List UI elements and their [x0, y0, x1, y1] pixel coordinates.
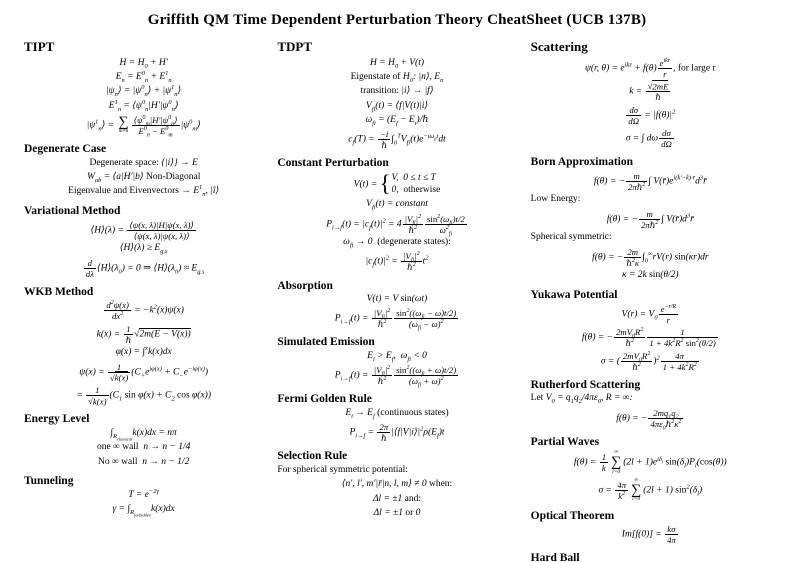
formula-line: |ψn⟩ = |ψ0n⟩ + |ψ1n⟩ — [106, 84, 182, 99]
column-header-tdpt: TDPT — [277, 39, 312, 54]
formula-line: transition: |i⟩ → |f⟩ — [360, 86, 434, 97]
formula-line: H = H0 + V(t) — [369, 57, 425, 70]
section-heading: Tunneling — [24, 475, 74, 488]
section-heading: Degenerate Case — [24, 143, 107, 156]
formula-line: f(θ) = −2mV0R2 ℏ2 1 1 + 4k2R2 sin2(θ/2) — [581, 327, 718, 349]
formula-line: f(θ) = −2m ℏ2κ ∫0∞rV(r) sin(κr)dr — [592, 246, 709, 268]
section-heading: Absorption — [277, 279, 333, 292]
formula-line: Pi→f = 2π ℏ |⟨f|V|i⟩|2ρ(Ef)t — [349, 422, 445, 444]
formula-line: ψ(x) = 1 √k(x) (C+eiφ(x) + C−e−iφ(x)) — [79, 361, 209, 383]
formula-line: f(θ) = 1 k ∞ ∑ l=0 (2l + 1)eiδl sin(δl)Pl(cos… — [573, 449, 727, 475]
formula-line: En = E0n + E1n — [115, 69, 172, 84]
formula-line: Vfi(t) = constant — [366, 199, 428, 212]
formula-line: Im[f(0)] = kσ 4π — [621, 524, 678, 546]
formula-line: |ψ1n⟩ = ∑ m≠n ⟨ψ0m|H′|ψ0n⟩ E0n − E0m |ψ0m⟩ — [86, 113, 201, 139]
column-header-tipt: TIPT — [24, 39, 55, 54]
section-heading: WKB Method — [24, 285, 94, 298]
formula-line: |cf(t)|2 = |Vfi|2 ℏ2 t2 — [365, 251, 429, 273]
columns-container: TIPT H = H0 + H′ En = E0n + E1n |ψn⟩ = |ψ0… — [0, 33, 794, 562]
section-heading: Hard Ball — [530, 552, 580, 562]
formula-line: ⟨n′, l′, m′|r̄|n, l, m⟩ ≠ 0 when: — [341, 479, 453, 490]
section-heading: Born Approximation — [530, 156, 634, 169]
section-heading: Variational Method — [24, 205, 121, 218]
section-heading: Rutherford Scattering — [530, 378, 641, 391]
formula-line: Vfi(t) = ⟨f|V(t)|i⟩ — [365, 100, 429, 113]
formula-line: dσ dΩ = |f(θ)|2 — [626, 104, 676, 126]
formula-line: γ = ∫Rforbiddenk(x)dx — [112, 504, 175, 518]
formula-line: Degenerate space: {|i⟩} → E — [89, 157, 198, 168]
formula-line: σ = ∫ dω dσ dΩ — [625, 128, 674, 150]
formula-line: No ∞ wall n → n − 1/2 — [98, 456, 190, 467]
page-title: Griffith QM Time Dependent Perturbation … — [147, 12, 647, 28]
formula-line: ⟨H⟩(λ) = ⟨ψ(x, λ)|H|ψ(x, λ)⟩ ⟨ψ(x, λ)|ψ(x… — [90, 219, 196, 241]
formula-line: T = e−2γ — [128, 487, 159, 500]
formula-line: Pi→f(t) = |cf(t)|2 = 4 |Vfi|2 ℏ2 sin2(ωfi)t… — [326, 213, 467, 238]
formula-line: Let V0 = q1q2/4πε0, R = ∞: — [530, 393, 633, 406]
section-heading: Energy Level — [24, 413, 90, 426]
formula-line: Spherical symmetric: — [530, 232, 612, 243]
formula-line: ⟨H⟩(λ) ≥ Eg.s — [119, 243, 168, 256]
column-header-scattering: Scattering — [530, 39, 588, 54]
formula-line: Eigenvalue and Eivenvectors → E1n, |î⟩ — [68, 184, 220, 199]
formula-line: ψ(r, θ) = eikz + f(θ) eikr r, for large r — [584, 57, 716, 79]
section-heading: Yukawa Potential — [530, 289, 618, 302]
section-heading: Fermi Golden Rule — [277, 393, 372, 406]
section-heading: Constant Perturbation — [277, 157, 389, 170]
formula-line: f(θ) = − m 2πℏ2 ∫ V(r̄)d3r̄ — [606, 208, 694, 230]
formula-line: d dλ ⟨H⟩(λ0) = 0 ⇒ ⟨H⟩(λ0) ≈ Eg.s — [83, 257, 205, 279]
column-tipt-sections: H = H0 + H′ En = E0n + E1n |ψn⟩ = |ψ0n⟩ + … — [24, 57, 263, 518]
formula-line: Eigenstate of H0: |n⟩, En — [350, 71, 444, 84]
formula-line: ωfi = (Ef − Ei)/ℏ — [365, 115, 429, 127]
formula-line: f(θ) = −2mq1q2 4πε0ℏ2κ2 — [616, 407, 684, 432]
formula-line: k(x) = 1 ℏ √2m(E − V(x)) — [96, 323, 191, 345]
formula-line: σ = 4π k2 ∞ ∑ l=0 (2l + 1) sin2(δl) — [598, 476, 703, 503]
formula-line: Pi→f(t) = |Vfi|2 ℏ2 sin2((ωfi − ω)t/2) (ωfi… — [334, 308, 459, 333]
section-heading: Optical Theorem — [530, 509, 615, 522]
column-tdpt-sections: H = H0 + V(t) Eigenstate of H0: |n⟩, En tr… — [277, 58, 516, 520]
formula-line: For spherical symmetric potential: — [277, 464, 408, 475]
formula-line: Pi→f(t) = |Vfi|2 ℏ2 sin2((ωfi + ω)t/2) (ωfi… — [334, 365, 459, 390]
column-scattering: Scattering ψ(r, θ) = eikz + f(θ) eikr r, f… — [531, 33, 770, 562]
section-heading: Selection Rule — [277, 450, 348, 463]
formula-line: Ei → Ef (continuous states) — [345, 407, 449, 420]
formula-line: φ(x) = ∫xk(x)dx — [115, 345, 172, 358]
column-tdpt: TDPT H = H0 + V(t) Eigenstate of H0: |n⟩,… — [277, 33, 516, 562]
formula-line: E1n = ⟨ψ0n|H′|ψ0n⟩ — [108, 98, 179, 113]
formula-line: k = √2mE ℏ — [629, 79, 671, 103]
formula-line: κ = 2k sin(θ/2) — [622, 270, 679, 281]
formula-line: f(θ) = − m 2πℏ2 ∫ V(r̄)ei(k̄′−k̄)·r̄d3r̄ — [593, 170, 707, 192]
formula-line: ∫Rclassicalk(x)dx = nπ — [110, 427, 177, 441]
formula-line: Δl = ±1 or 0 — [373, 507, 421, 518]
formula-line: V(t) = V sin(ωt) — [366, 294, 428, 304]
formula-line: ωfi → 0 (degenerate states): — [343, 237, 451, 249]
formula-line: = 1 √k(x) (C1 sin φ(x) + C2 cos φ(x)) — [76, 385, 211, 407]
formula-line: Low Energy: — [530, 194, 581, 205]
section-heading: Simulated Emission — [277, 336, 375, 349]
formula-line: d2ψ(x) dx2 = −k2(x)ψ(x) — [104, 300, 184, 322]
column-tipt: TIPT H = H0 + H′ En = E0n + E1n |ψn⟩ = |ψ0… — [24, 33, 263, 562]
formula-line: one ∞ wall n → n − 1/4 — [96, 442, 191, 453]
formula-line: cf(T) = −i ℏ ∫0TVfi(t)e−iωfitdt — [348, 129, 446, 151]
formula-line: V(r) = V0 e−r/R r — [621, 303, 679, 325]
formula-line: Wab = ⟨a|H′|b⟩ Non-Diagonal — [86, 171, 201, 184]
formula-line: σ = (2mV0R2 ℏ2)2 4π 1 + 4k2R2 — [600, 350, 699, 372]
section-heading: Partial Waves — [530, 435, 600, 448]
formula-line: V(t) = {V, 0 ≤ t ≤ T 0, otherwise — [353, 171, 441, 197]
formula-line: Ei > Ef, ωfi < 0 — [367, 350, 427, 363]
formula-line: H = H0 + H′ — [119, 57, 168, 70]
formula-line: Δl = ±1 and: — [372, 493, 422, 504]
